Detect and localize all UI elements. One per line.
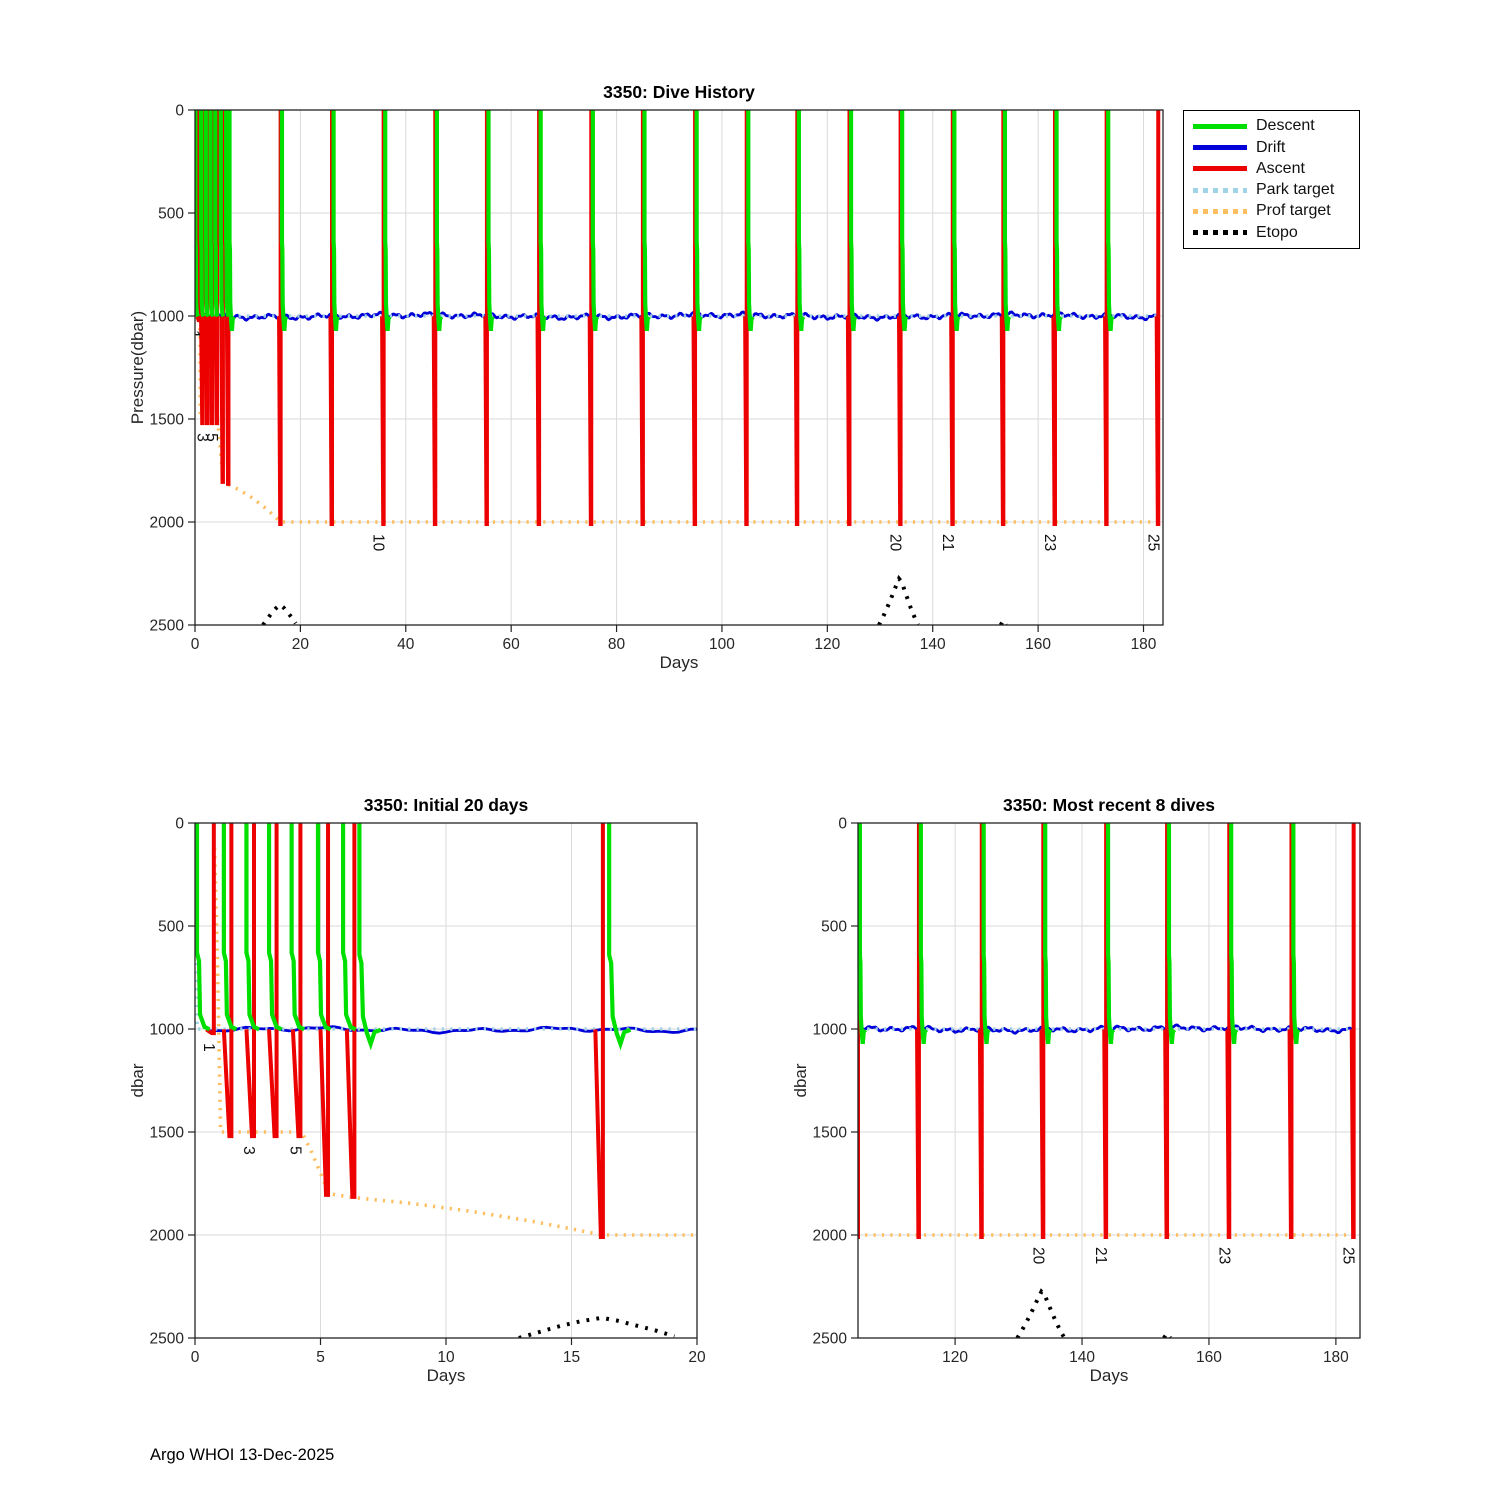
svg-text:20: 20 xyxy=(1029,1247,1046,1265)
legend-item-descent: Descent xyxy=(1193,117,1359,135)
svg-text:140: 140 xyxy=(1069,1349,1095,1366)
svg-text:1000: 1000 xyxy=(150,309,185,326)
legend-label: Ascent xyxy=(1256,159,1305,177)
svg-text:0: 0 xyxy=(175,103,184,120)
legend-item-park-target: Park target xyxy=(1193,181,1359,199)
svg-text:160: 160 xyxy=(1025,636,1051,653)
plot-initial-20-days: 1351020212325051015200500100015002000250… xyxy=(128,795,706,1385)
legend-label: Prof target xyxy=(1256,202,1331,220)
legend: Descent Drift Ascent Park target Prof ta… xyxy=(1183,110,1360,249)
svg-text:1500: 1500 xyxy=(150,1125,185,1142)
svg-text:20: 20 xyxy=(292,636,310,653)
svg-text:1000: 1000 xyxy=(813,1022,848,1039)
drift-line-swatch xyxy=(1193,145,1247,151)
svg-text:3: 3 xyxy=(193,433,210,442)
svg-text:3350: Initial 20 days: 3350: Initial 20 days xyxy=(364,795,529,815)
svg-text:0: 0 xyxy=(191,636,200,653)
svg-text:10: 10 xyxy=(370,534,387,552)
svg-text:10: 10 xyxy=(437,1349,455,1366)
svg-text:2500: 2500 xyxy=(813,1331,848,1348)
svg-text:23: 23 xyxy=(1041,534,1058,551)
svg-text:1000: 1000 xyxy=(150,1022,185,1039)
legend-item-etopo: Etopo xyxy=(1193,224,1359,242)
svg-text:dbar: dbar xyxy=(128,1063,147,1097)
svg-text:25: 25 xyxy=(1340,1247,1357,1264)
svg-text:1: 1 xyxy=(185,330,202,339)
svg-text:21: 21 xyxy=(1092,1247,1109,1264)
legend-item-prof-target: Prof target xyxy=(1193,202,1359,220)
svg-text:Days: Days xyxy=(660,653,699,672)
svg-text:0: 0 xyxy=(191,1349,200,1366)
svg-text:40: 40 xyxy=(397,636,415,653)
legend-label: Descent xyxy=(1256,117,1315,135)
svg-text:0: 0 xyxy=(838,816,847,833)
svg-text:0: 0 xyxy=(175,816,184,833)
legend-label: Drift xyxy=(1256,138,1286,156)
svg-text:Days: Days xyxy=(427,1366,466,1385)
figure-caption: Argo WHOI 13-Dec-2025 xyxy=(150,1446,335,1464)
descent-line-swatch xyxy=(1193,123,1247,129)
svg-text:Days: Days xyxy=(1090,1366,1129,1385)
svg-text:20: 20 xyxy=(887,534,904,552)
svg-text:500: 500 xyxy=(158,206,184,223)
svg-text:1500: 1500 xyxy=(150,412,185,429)
svg-text:120: 120 xyxy=(814,636,840,653)
legend-label: Etopo xyxy=(1256,223,1298,241)
svg-text:5: 5 xyxy=(316,1349,325,1366)
svg-text:100: 100 xyxy=(709,636,735,653)
svg-text:3350: Most recent 8 dives: 3350: Most recent 8 dives xyxy=(1003,795,1215,815)
legend-item-drift: Drift xyxy=(1193,139,1359,157)
svg-text:3350: Dive History: 3350: Dive History xyxy=(603,82,755,102)
legend-label: Park target xyxy=(1256,181,1335,199)
svg-text:23: 23 xyxy=(1215,1247,1232,1264)
svg-text:21: 21 xyxy=(939,534,956,551)
svg-text:5: 5 xyxy=(286,1146,303,1155)
ascent-line-swatch xyxy=(1193,166,1247,172)
svg-text:2500: 2500 xyxy=(150,618,185,635)
svg-text:500: 500 xyxy=(821,919,847,936)
svg-text:2000: 2000 xyxy=(150,515,185,532)
svg-text:180: 180 xyxy=(1323,1349,1349,1366)
svg-text:140: 140 xyxy=(920,636,946,653)
svg-text:20: 20 xyxy=(688,1349,706,1366)
park-target-line-swatch xyxy=(1193,187,1247,193)
etopo-line-swatch xyxy=(1193,230,1247,236)
svg-text:Pressure(dbar): Pressure(dbar) xyxy=(128,311,147,424)
legend-item-ascent: Ascent xyxy=(1193,160,1359,178)
svg-text:60: 60 xyxy=(503,636,521,653)
svg-text:1: 1 xyxy=(200,1043,217,1052)
svg-text:160: 160 xyxy=(1196,1349,1222,1366)
svg-text:3: 3 xyxy=(240,1146,257,1155)
svg-text:500: 500 xyxy=(158,919,184,936)
svg-text:2500: 2500 xyxy=(150,1331,185,1348)
prof-target-line-swatch xyxy=(1193,208,1247,214)
svg-text:25: 25 xyxy=(1144,534,1161,551)
svg-text:15: 15 xyxy=(563,1349,580,1366)
svg-text:2000: 2000 xyxy=(813,1228,848,1245)
svg-text:120: 120 xyxy=(942,1349,968,1366)
svg-text:1500: 1500 xyxy=(813,1125,848,1142)
svg-text:2000: 2000 xyxy=(150,1228,185,1245)
svg-text:dbar: dbar xyxy=(791,1063,810,1097)
plot-most-recent-8-dives: 1351020212325120140160180050010001500200… xyxy=(791,795,1361,1385)
svg-text:80: 80 xyxy=(608,636,626,653)
plot-dive-history: 1 35 10 20 21 23 25 0 20 40 60 80 100 120 140 160 180 0 50… xyxy=(128,82,1164,672)
svg-text:180: 180 xyxy=(1131,636,1157,653)
svg-text:5: 5 xyxy=(203,433,220,442)
